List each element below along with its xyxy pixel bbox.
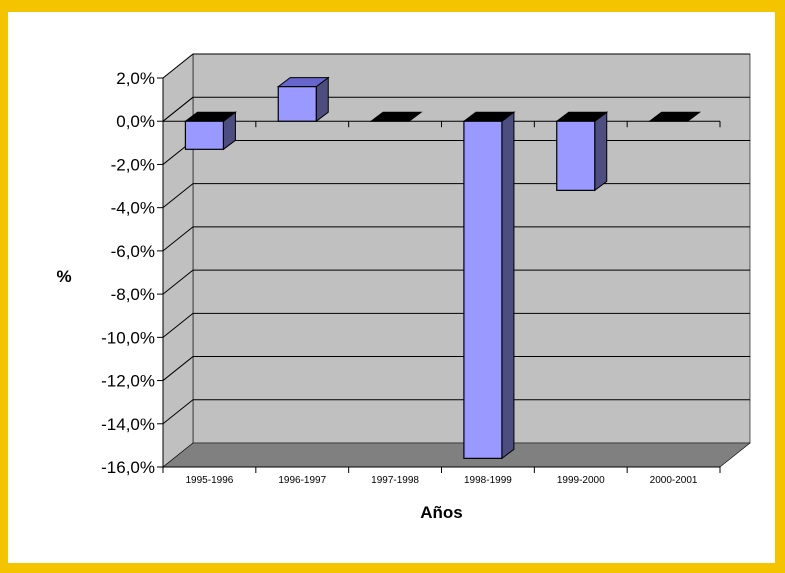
y-tick-label: -4,0% — [111, 199, 155, 218]
bar — [555, 111, 609, 192]
gridline — [162, 356, 750, 381]
bar-front — [463, 120, 503, 459]
y-tick-label: -16,0% — [101, 458, 155, 477]
bar-front — [184, 120, 225, 150]
x-tick-label: 2000-2001 — [650, 475, 698, 486]
bar — [648, 111, 702, 122]
bar — [183, 111, 237, 151]
gridline — [162, 226, 750, 252]
y-tick-label: -12,0% — [101, 372, 155, 391]
bar-front — [556, 120, 596, 191]
y-tick-label: -8,0% — [111, 285, 155, 304]
bar-side — [594, 111, 608, 192]
x-tick-label: 1998-1999 — [464, 475, 512, 486]
y-tick-label: -14,0% — [101, 415, 155, 434]
x-tick-label: 1996-1997 — [278, 475, 326, 486]
y-axis-title: % — [56, 267, 71, 286]
x-tick-label: 1997-1998 — [371, 475, 419, 486]
bar-side — [501, 111, 515, 460]
y-tick-label: -2,0% — [111, 155, 155, 174]
x-tick-label: 1999-2000 — [557, 475, 605, 486]
bar-top — [648, 111, 702, 122]
gridline — [162, 312, 750, 338]
bars — [183, 76, 702, 460]
x-tick-label: 1995-1996 — [186, 475, 234, 486]
y-tick-label: -6,0% — [111, 242, 155, 261]
gridline — [162, 53, 750, 79]
bar-top — [369, 111, 423, 122]
bar — [369, 111, 423, 122]
gridline — [162, 269, 750, 295]
gridline — [162, 399, 750, 425]
bar — [276, 76, 330, 123]
floor — [162, 442, 751, 468]
x-tick-labels: 1995-1996 1996-1997 1997-1998 1998-1999 1999… — [162, 121, 721, 486]
side-wall — [162, 53, 194, 468]
y-tick-label: 0,0% — [116, 112, 155, 131]
y-tick-label: 2,0% — [116, 69, 155, 88]
zero-depth-line — [162, 96, 194, 122]
x-axis-title: Años — [420, 503, 463, 522]
bar-front — [277, 86, 317, 122]
y-tick-labels: 2,0% 0,0% -2,0% -4,0% -6,0% -8,0% -10,0% -12,0%… — [101, 69, 163, 477]
y-tick-label: -10,0% — [101, 328, 155, 347]
bar — [462, 111, 516, 460]
